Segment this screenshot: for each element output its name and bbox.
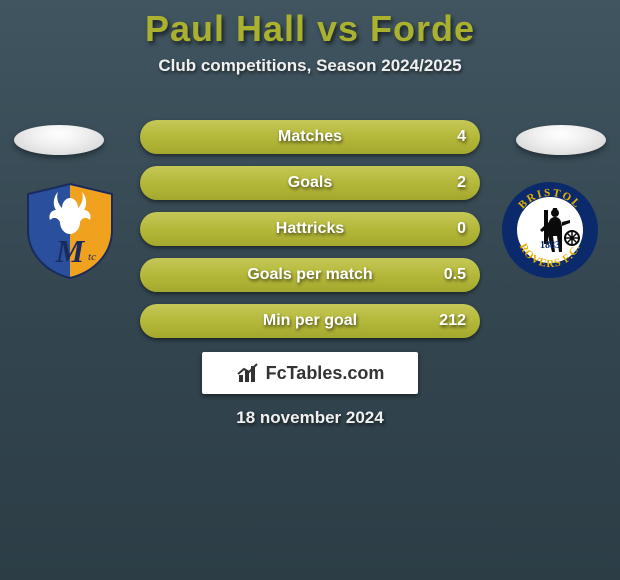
stat-bar: Hattricks 0 [140, 212, 480, 246]
brand-label: FcTables.com [266, 363, 385, 384]
stat-value-right: 2 [457, 166, 466, 200]
stat-value-right: 0.5 [444, 258, 466, 292]
stat-label: Hattricks [276, 212, 344, 246]
brand-box: FcTables.com [202, 352, 418, 394]
club-badge-right: BRISTOL ROVERS F.C. 1883 [500, 180, 600, 280]
chart-icon [236, 361, 260, 385]
stat-bar: Goals per match 0.5 [140, 258, 480, 292]
svg-text:tc: tc [88, 251, 96, 263]
stat-value-right: 212 [439, 304, 466, 338]
stat-bar: Min per goal 212 [140, 304, 480, 338]
svg-text:1883: 1883 [540, 240, 560, 251]
footer-date: 18 november 2024 [0, 408, 620, 428]
stat-label: Goals [288, 166, 332, 200]
stat-bars: Matches 4 Goals 2 Hattricks 0 Goals per match 0… [140, 120, 480, 350]
stat-label: Matches [278, 120, 342, 154]
club-badge-left: M tc [20, 180, 120, 280]
player-avatar-right [516, 125, 606, 155]
stat-label: Min per goal [263, 304, 357, 338]
svg-text:M: M [55, 233, 86, 269]
stat-value-right: 0 [457, 212, 466, 246]
page-subtitle: Club competitions, Season 2024/2025 [0, 56, 620, 76]
stat-bar: Matches 4 [140, 120, 480, 154]
page-title: Paul Hall vs Forde [0, 0, 620, 50]
stat-bar: Goals 2 [140, 166, 480, 200]
stat-label: Goals per match [247, 258, 372, 292]
stat-value-right: 4 [457, 120, 466, 154]
player-avatar-left [14, 125, 104, 155]
